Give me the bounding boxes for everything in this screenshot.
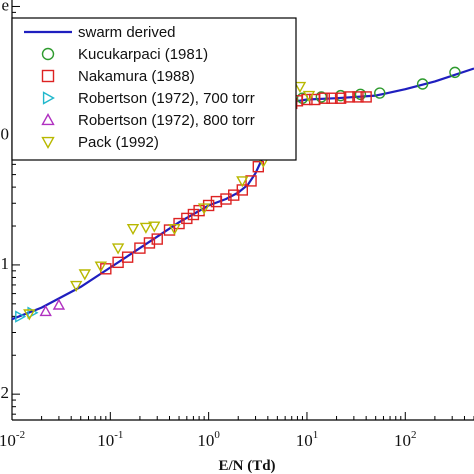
x-tick-label: 10-2 (0, 429, 25, 450)
y-tick-label: -1 (0, 254, 9, 273)
legend-label: Robertson (1972), 800 torr (78, 112, 255, 129)
data-point-square (326, 92, 338, 104)
x-tick-label-base: 10 (97, 431, 114, 450)
data-point-triangle-down (70, 280, 83, 293)
data-point-triangle-down (293, 81, 307, 94)
legend-label: Kucukarpaci (1981) (78, 46, 208, 63)
x-tick-label-base: 10 (197, 431, 214, 450)
x-tick-label: 10-1 (97, 429, 123, 450)
data-point-square (202, 199, 215, 212)
x-tick-label: 100 (197, 429, 220, 450)
x-tick-label-base: 10 (296, 431, 313, 450)
data-point-square (143, 237, 156, 249)
data-point-square (360, 91, 372, 103)
data-point-square (181, 212, 193, 225)
x-tick-label-exponent: 1 (313, 429, 319, 441)
legend-swatch-triangle-down (41, 136, 55, 149)
data-point-square (187, 208, 200, 221)
data-point-square (334, 92, 347, 104)
x-tick-label-base: 10 (394, 431, 411, 450)
data-point-square (220, 193, 232, 205)
legend-swatch-triangle-up (41, 113, 55, 126)
legend-label: swarm derived (78, 24, 176, 41)
legend-box (11, 17, 297, 161)
legend-swatch-circle (41, 47, 55, 61)
y-tick-label: -2 (0, 383, 9, 402)
legend-label: Robertson (1972), 700 torr (78, 90, 255, 107)
legend-label: Nakamura (1988) (78, 68, 195, 85)
x-tick-label-exponent: -2 (16, 429, 25, 441)
data-point-circle (354, 88, 367, 101)
data-point-square (352, 91, 364, 103)
data-point-triangle-right (15, 310, 27, 323)
data-point-triangle-down (197, 203, 211, 215)
data-point-triangle-up (39, 304, 52, 317)
data-point-triangle-down (111, 243, 125, 255)
data-point-triangle-down (148, 221, 161, 233)
y-tick-label: 0 (1, 125, 10, 144)
data-point-triangle-down (302, 90, 316, 103)
x-tick-label-exponent: 0 (214, 429, 220, 441)
data-point-triangle-down (126, 223, 140, 236)
data-point-triangle-down (139, 222, 153, 234)
data-point-triangle-down (168, 223, 181, 236)
x-tick-label: 101 (296, 429, 319, 450)
data-point-square (318, 92, 330, 104)
data-point-triangle-down (78, 269, 91, 281)
data-point-circle (374, 87, 386, 99)
legend-swatch-square (41, 69, 55, 83)
x-tick-label-exponent: 2 (411, 429, 417, 441)
x-axis-title: E/N (Td) (218, 458, 275, 474)
x-tick-label-base: 10 (0, 431, 16, 450)
data-point-triangle-up (52, 298, 66, 310)
legend-swatch-triangle-right (42, 91, 55, 105)
data-point-square (245, 175, 257, 187)
data-point-square (343, 91, 356, 103)
data-point-triangle-down (94, 261, 107, 273)
data-point-circle (315, 91, 328, 103)
data-point-square (151, 233, 163, 245)
data-point-square (121, 251, 134, 263)
data-point-square (301, 93, 313, 106)
x-tick-label-exponent: -1 (114, 429, 123, 441)
data-point-triangle-down (236, 176, 249, 188)
data-point-circle (449, 66, 461, 79)
legend-label: Pack (1992) (78, 134, 159, 151)
y-tick-label: e (1, 0, 9, 14)
legend: swarm derived Kucukarpaci (1981) Nakamura … (11, 17, 297, 161)
data-point-circle (416, 78, 429, 90)
data-point-square (100, 263, 112, 275)
x-tick-label: 102 (394, 429, 417, 450)
data-point-triangle-down (23, 309, 36, 321)
